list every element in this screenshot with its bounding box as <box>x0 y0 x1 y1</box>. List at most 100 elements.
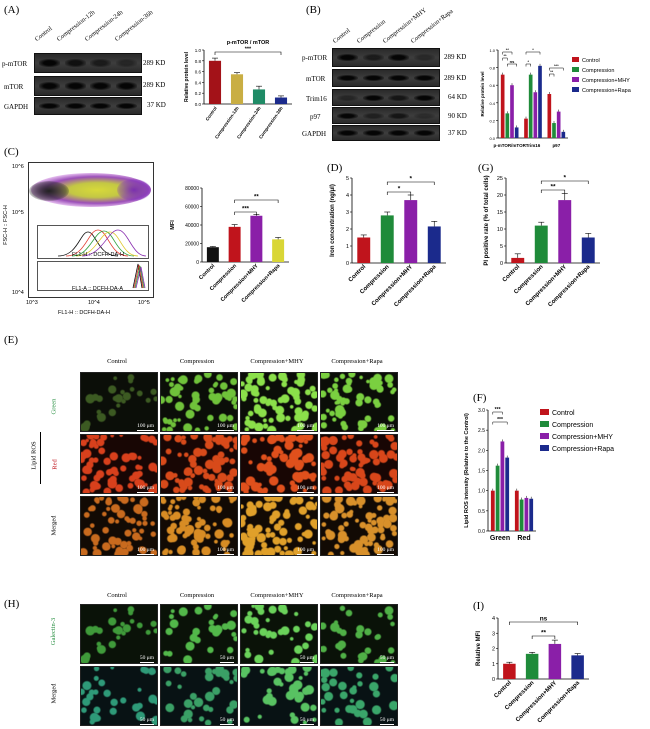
column-header: Compression+Rapa <box>331 592 383 599</box>
scale-bar-label: 100 μm <box>377 485 394 493</box>
scale-bar-label: 100 μm <box>217 423 234 431</box>
scale-bar-label: 50 μm <box>139 655 155 663</box>
significance-bracket <box>234 199 279 203</box>
bar <box>571 655 584 679</box>
y-axis-label: MFI <box>170 220 176 230</box>
bar <box>503 663 516 679</box>
y-tick-label: 15 <box>497 210 503 216</box>
scale-bar-label: 100 μm <box>137 423 154 431</box>
y-tick-label: 0.8 <box>195 59 202 64</box>
flow-tick: 10^4 <box>12 290 24 296</box>
flow-tick: 10^4 <box>88 300 100 306</box>
x-tick-label: Compression+Rapa <box>537 680 582 725</box>
bar <box>505 457 510 531</box>
blot-row-label: p-mTOR <box>302 54 328 62</box>
bar <box>514 127 519 138</box>
flow-tick: 10^5 <box>12 210 24 216</box>
y-tick-label: 0.4 <box>195 80 202 85</box>
bar <box>529 498 534 531</box>
y-tick-label: 3 <box>346 210 349 216</box>
bar <box>528 74 533 138</box>
bar <box>272 239 285 262</box>
significance-label: * <box>528 59 530 64</box>
x-tick-label: Control <box>205 106 218 122</box>
y-axis-label: PI positive rate (% of total cells) <box>484 175 490 265</box>
kd-label: 289 KD <box>143 81 166 89</box>
micrograph: 100 μm <box>160 372 238 432</box>
y-tick-label: 5 <box>346 176 349 182</box>
legend-item: Control <box>540 408 614 420</box>
x-tick-label: Compression+MHY <box>371 264 414 307</box>
bar <box>404 200 418 263</box>
scale-bar-label: 50 μm <box>219 717 235 725</box>
significance-bracket <box>509 621 578 625</box>
y-tick-label: 0.0 <box>489 136 495 141</box>
significance-label: *** <box>554 63 559 68</box>
significance-bracket <box>492 411 503 415</box>
micrograph: 50 μm <box>160 604 238 664</box>
micrograph: 50 μm <box>320 666 398 726</box>
y-axis-label: Relative protein level <box>184 51 190 102</box>
panel-c-letter: (C) <box>4 146 19 158</box>
micrograph: 100 μm <box>240 372 318 432</box>
western-blot-strip <box>332 125 440 141</box>
y-tick-label: 0.5 <box>478 509 485 515</box>
bar <box>511 257 525 263</box>
kd-label: 90 KD <box>448 112 467 120</box>
y-tick-label: 0.2 <box>195 91 202 96</box>
significance-label: *** <box>245 47 252 53</box>
significance-label: *** <box>497 417 503 423</box>
micrograph: 100 μm <box>240 434 318 494</box>
y-tick-label: 0.6 <box>489 83 495 88</box>
bar <box>524 118 528 138</box>
histogram-2 <box>132 263 146 289</box>
y-tick-label: 5 <box>500 244 503 250</box>
significance-bracket <box>540 189 566 193</box>
y-tick-label: 40000 <box>185 223 199 229</box>
blot-row-label: mTOR <box>306 75 326 83</box>
flow-tick: 10^5 <box>138 300 150 306</box>
bar <box>490 490 495 531</box>
micrograph: 50 μm <box>240 604 318 664</box>
scale-bar-label: 100 μm <box>297 423 314 431</box>
scale-bar-label: 50 μm <box>219 655 235 663</box>
western-blot-strip <box>34 76 142 96</box>
panel-i-letter: (I) <box>473 600 484 612</box>
x-tick-label: Control <box>493 680 513 700</box>
y-tick-label: 0.0 <box>478 529 485 535</box>
significance-bracket <box>525 51 541 55</box>
panel-e-letter: (E) <box>4 334 19 346</box>
x-tick-label: Control <box>502 264 522 284</box>
row-label-galectin: Galectin-3 <box>50 617 58 646</box>
lane-label: Control <box>33 25 54 43</box>
scale-bar-label: 50 μm <box>299 655 315 663</box>
bar <box>250 215 263 262</box>
y-axis-label: Relative MFI <box>476 631 482 666</box>
micrograph: 100 μm <box>320 496 398 556</box>
y-tick-label: 0.4 <box>489 101 495 106</box>
bar <box>548 643 562 679</box>
significance-label: ** <box>550 184 556 191</box>
significance-label: * <box>398 186 401 193</box>
micrograph: 100 μm <box>240 496 318 556</box>
significance-bracket <box>549 73 555 77</box>
y-axis-label: Iron concentration (ng/μl) <box>330 184 336 257</box>
panel-f-legend: Control Compression Compression+MHY Comp… <box>540 408 614 456</box>
bar <box>427 226 441 263</box>
x-tick-label: Compression-24h <box>236 106 262 140</box>
scale-bar-label: 100 μm <box>137 485 154 493</box>
x-tick-label: Compression+MHY <box>525 264 568 307</box>
micrograph: 100 μm <box>320 372 398 432</box>
micrograph: 100 μm <box>80 434 158 494</box>
micrograph: 100 μm <box>320 434 398 494</box>
bar <box>556 111 561 138</box>
column-header: Control <box>107 592 127 599</box>
y-tick-label: 4 <box>492 616 495 622</box>
panel-a-chart: 0.0 0.2 0.4 0.6 0.8 1.0 Relative protein level… <box>184 40 292 140</box>
bar <box>495 465 500 531</box>
group-label: Lipid ROS <box>30 441 38 470</box>
significance-bracket <box>234 211 257 215</box>
legend-item: Compression <box>540 420 614 432</box>
